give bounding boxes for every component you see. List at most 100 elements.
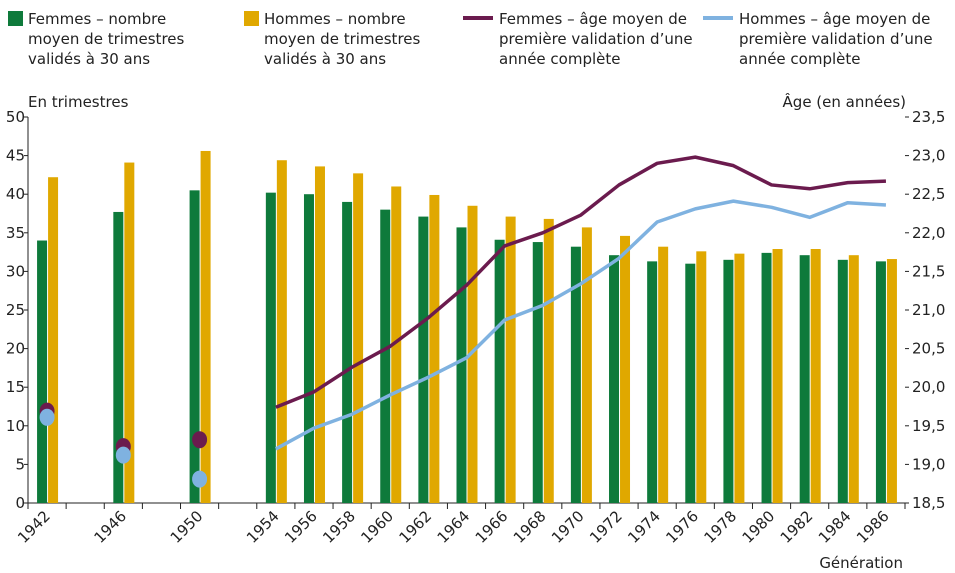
legend-swatch: [244, 11, 259, 26]
point: [192, 431, 208, 449]
bar: [418, 216, 429, 503]
x-tick-label: 1956: [281, 507, 321, 547]
bar: [886, 259, 897, 503]
y-tick-label: 45: [6, 147, 25, 165]
bar: [37, 240, 48, 503]
legend-swatch: [463, 16, 493, 20]
x-axis-label: Génération: [819, 554, 903, 572]
bar: [467, 205, 478, 503]
bar: [456, 227, 467, 503]
bar: [200, 150, 211, 503]
y2-tick-label: 18,5: [912, 494, 945, 512]
x-tick-label: 1954: [243, 507, 283, 547]
x-tick-label: 1978: [701, 507, 741, 547]
x-tick-label: 1962: [395, 507, 435, 547]
x-tick-label: 1968: [510, 507, 550, 547]
y2-tick-label: 20,0: [912, 378, 945, 396]
y2-tick-label: 19,5: [912, 417, 945, 435]
y2-tick-label: 22,5: [912, 185, 945, 203]
legend-label: Hommes – âge moyen de première validatio…: [739, 10, 933, 68]
line: [275, 155, 887, 409]
bar: [303, 194, 314, 503]
bar: [772, 249, 783, 503]
y-tick-label: 50: [6, 108, 25, 126]
line: [275, 199, 887, 451]
bar: [353, 173, 364, 503]
y-tick-label: 5: [15, 455, 25, 473]
bar: [342, 201, 353, 504]
point: [115, 446, 131, 464]
x-tick-label: 1970: [548, 507, 588, 547]
y2-tick-label: 21,5: [912, 262, 945, 280]
legend-label: Hommes – nombre moyen de trimestres vali…: [264, 10, 421, 68]
x-tick-label: 1960: [357, 507, 397, 547]
x-tick-label: 1974: [624, 507, 664, 547]
y2-axis-label: Âge (en années): [783, 92, 906, 111]
y2-tick-label: 23,5: [912, 108, 945, 126]
bar: [761, 252, 772, 503]
bar: [875, 261, 886, 503]
bar: [581, 227, 592, 503]
y-tick-label: 20: [6, 340, 25, 358]
x-tick-label: 1964: [434, 507, 474, 547]
bar: [532, 242, 543, 503]
x-tick-label: 1986: [853, 507, 893, 547]
bar: [113, 211, 124, 503]
bar: [48, 177, 59, 503]
y-axis-label: En trimestres: [28, 93, 129, 111]
bar: [685, 263, 696, 503]
x-tick-label: 1958: [319, 507, 359, 547]
bar: [723, 259, 734, 503]
x-tick-label: 1976: [662, 507, 702, 547]
bar: [124, 162, 135, 503]
y-tick-label: 25: [6, 301, 25, 319]
bar: [505, 216, 516, 503]
x-tick-label: 1980: [739, 507, 779, 547]
x-tick-label: 1966: [472, 507, 512, 547]
bar: [380, 209, 391, 503]
y2-tick-label: 22,0: [912, 224, 945, 242]
y2-tick-label: 23,0: [912, 147, 945, 165]
y-tick-label: 40: [6, 185, 25, 203]
y-tick-label: 10: [6, 417, 25, 435]
bar: [276, 160, 287, 503]
bar: [647, 261, 658, 503]
y2-tick-label: 21,0: [912, 301, 945, 319]
bar: [848, 255, 859, 503]
bar: [810, 249, 821, 503]
bar: [543, 218, 554, 504]
x-tick-label: 1942: [14, 507, 54, 547]
bar: [429, 194, 440, 504]
y2-tick-label: 19,0: [912, 455, 945, 473]
bar: [391, 186, 402, 504]
legend-label: Femmes – nombre moyen de trimestres vali…: [28, 10, 185, 68]
bar: [658, 246, 669, 504]
bar: [265, 192, 276, 503]
y-tick-label: 35: [6, 224, 25, 242]
bar: [696, 251, 707, 503]
y-tick-label: 15: [6, 378, 25, 396]
point: [39, 408, 55, 426]
y2-tick-label: 20,5: [912, 340, 945, 358]
bar: [620, 235, 631, 503]
bar: [734, 253, 745, 503]
bar: [837, 259, 848, 503]
y-tick-label: 0: [15, 494, 25, 512]
bar: [609, 255, 620, 503]
x-tick-label: 1982: [777, 507, 817, 547]
x-tick-label: 1984: [815, 507, 855, 547]
legend-swatch: [703, 16, 733, 20]
bar: [799, 255, 810, 503]
bar: [494, 239, 505, 504]
legend-swatch: [8, 11, 23, 26]
bar: [570, 246, 581, 504]
x-tick-label: 1972: [586, 507, 626, 547]
x-tick-label: 1946: [90, 507, 130, 547]
legend-label: Femmes – âge moyen de première validatio…: [499, 10, 693, 68]
y-tick-label: 30: [6, 262, 25, 280]
bar: [189, 190, 200, 503]
bar: [314, 166, 325, 503]
point: [192, 470, 208, 488]
